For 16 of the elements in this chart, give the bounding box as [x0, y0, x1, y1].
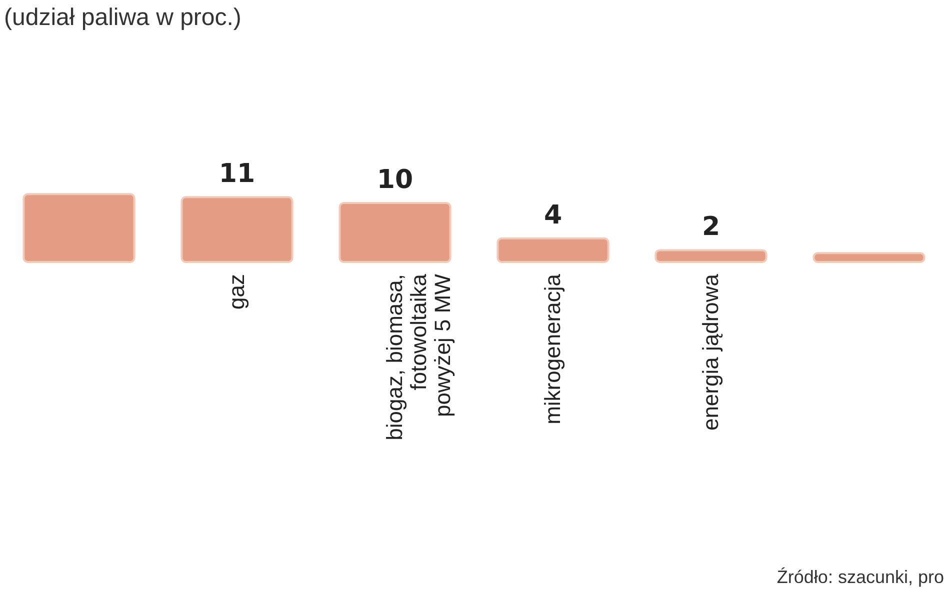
bar: [812, 252, 926, 263]
bar: [338, 202, 452, 263]
data-label: 11: [218, 159, 256, 190]
data-label: 10: [376, 165, 414, 195]
text: Źródło: szacunki, pro: [776, 567, 944, 587]
x-tick-label: energia jądrowa: [698, 273, 723, 431]
x-tick-label: biogaz, biomasa, fotowoltaika powyżej 5 MW: [382, 273, 455, 440]
bar: [496, 237, 610, 263]
bar: [654, 249, 768, 263]
bar: [180, 196, 294, 263]
data-label: 4: [544, 200, 562, 230]
chart-title: (udział paliwa w proc.): [4, 4, 242, 31]
x-tick-label: gaz: [224, 274, 249, 310]
data-label: 2: [702, 212, 720, 242]
x-tick-label: mikrogeneracja: [540, 273, 565, 424]
bar: [22, 193, 136, 263]
